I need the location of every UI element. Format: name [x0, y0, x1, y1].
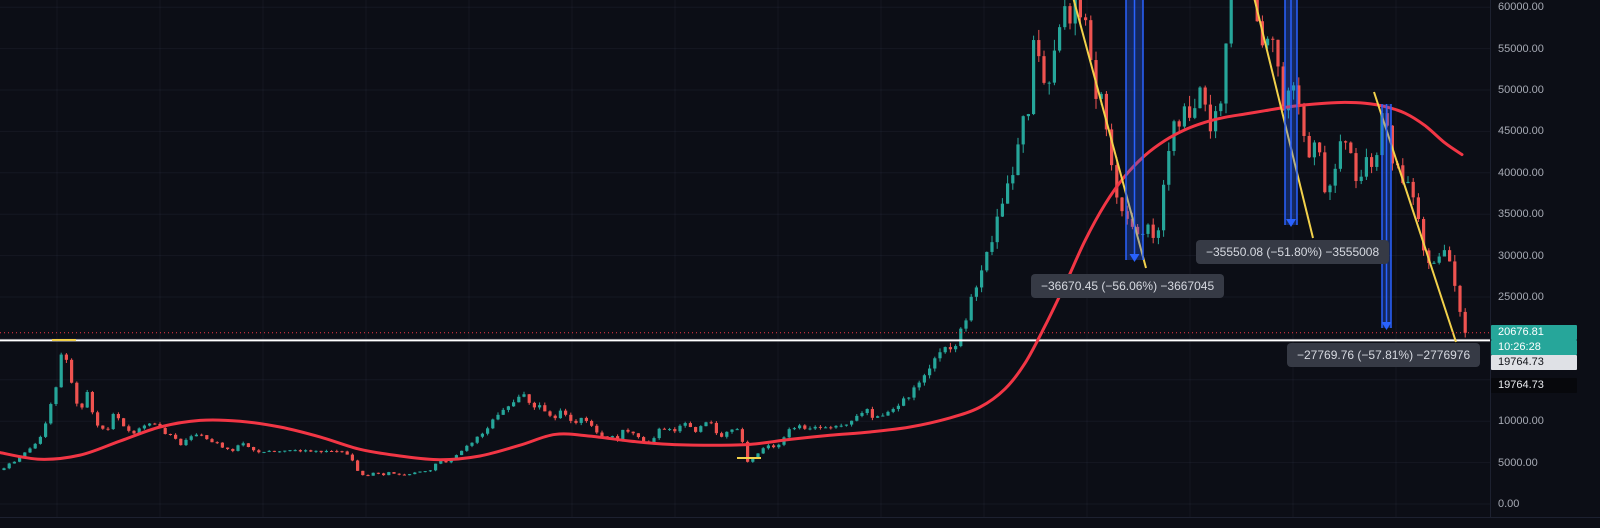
candle-countdown-badge: 10:26:28 [1491, 340, 1577, 355]
level-price-badge-white: 19764.73 [1491, 355, 1577, 370]
price-tick-label: 55000.00 [1498, 42, 1544, 55]
price-tick-label: 35000.00 [1498, 208, 1544, 221]
current-price-badge: 20676.81 [1491, 325, 1577, 340]
chart-pane[interactable]: −36670.45 (−56.06%) −3667045 −35550.08 (−… [0, 0, 1490, 517]
grid-lines [0, 0, 1490, 517]
price-tick-label: 30000.00 [1498, 249, 1544, 262]
price-tick-label: 45000.00 [1498, 125, 1544, 138]
price-axis[interactable]: 20676.81 10:26:28 19764.73 19764.73 6000… [1490, 0, 1600, 517]
price-tick-label: 10000.00 [1498, 415, 1544, 428]
time-axis[interactable] [0, 517, 1600, 528]
price-chart[interactable] [0, 0, 1490, 517]
price-tick-label: 60000.00 [1498, 1, 1544, 14]
trend-line[interactable] [1240, 0, 1314, 239]
measurement-labels-layer: −36670.45 (−56.06%) −3667045 −35550.08 (−… [1031, 240, 1481, 367]
trend-lines[interactable] [1063, 0, 1457, 343]
candlestick-series [2, 0, 1467, 477]
measurement-label[interactable]: −36670.45 (−56.06%) −3667045 [1031, 274, 1225, 298]
price-tick-label: 25000.00 [1498, 291, 1544, 303]
price-tick-label: 40000.00 [1498, 166, 1544, 179]
trend-line[interactable] [1373, 91, 1457, 343]
price-tick-label: 50000.00 [1498, 84, 1544, 96]
measurement-label[interactable]: −27769.76 (−57.81%) −2776976 [1287, 343, 1481, 367]
trend-line[interactable] [1063, 0, 1147, 269]
measurement-label[interactable]: −35550.08 (−51.80%) −3555008 [1196, 240, 1390, 264]
price-range-measurements[interactable] [1125, 0, 1392, 330]
moving-average-line[interactable] [0, 100, 1464, 462]
level-price-badge-dark: 19764.73 [1491, 378, 1577, 393]
price-tick-label: 5000.00 [1498, 456, 1538, 469]
price-tick-label: 0.00 [1498, 498, 1520, 510]
